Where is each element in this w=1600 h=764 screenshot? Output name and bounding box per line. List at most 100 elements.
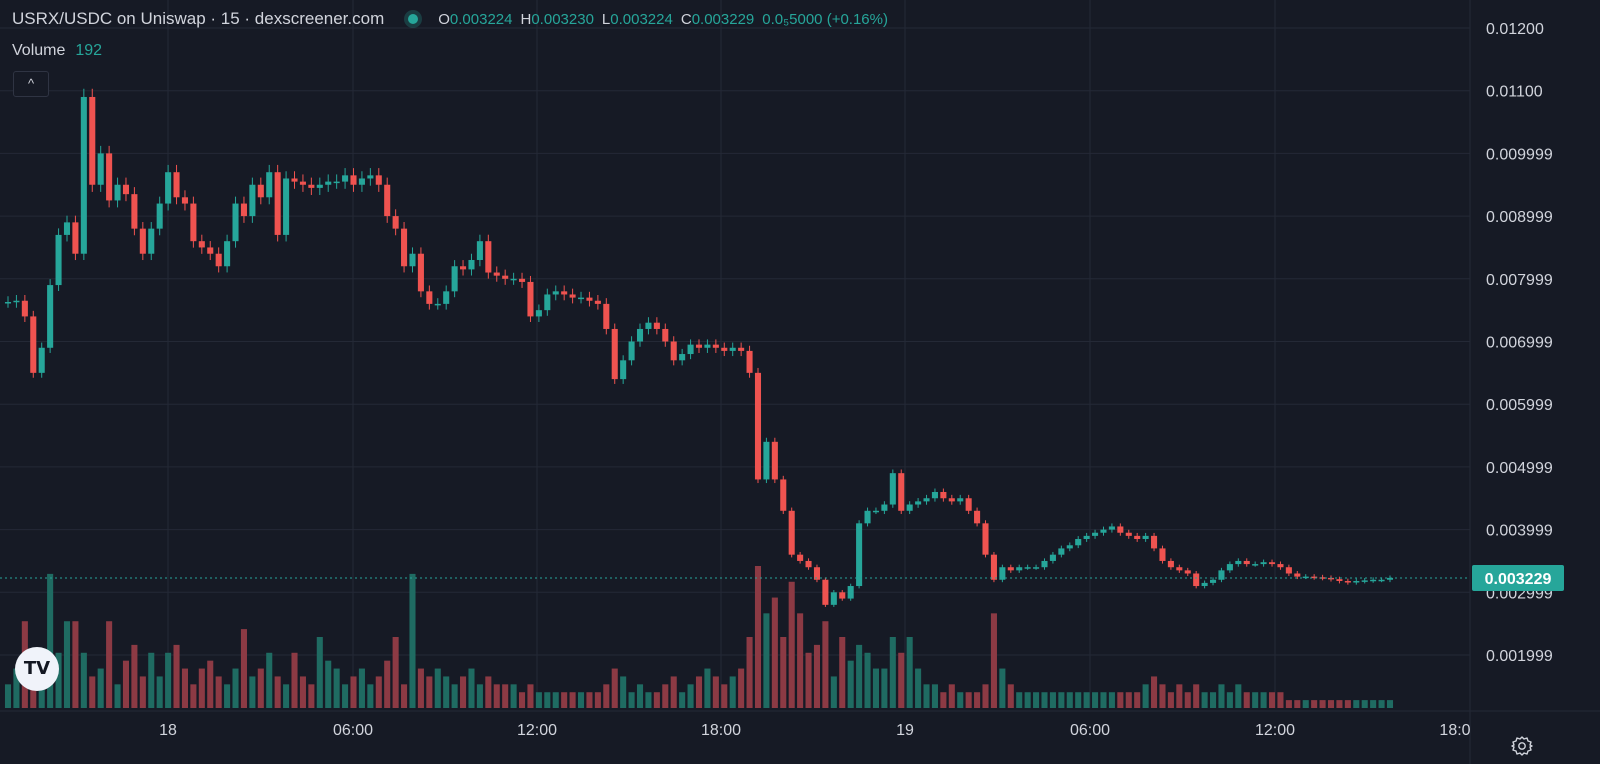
candle-body bbox=[679, 354, 686, 361]
volume-bar bbox=[266, 652, 273, 708]
tradingview-logo-icon[interactable]: TV bbox=[15, 647, 59, 691]
volume-bar bbox=[232, 668, 239, 708]
candle-body bbox=[1092, 532, 1099, 536]
candle-body bbox=[569, 294, 576, 298]
candle-body bbox=[771, 441, 778, 480]
volume-bar bbox=[1252, 692, 1259, 708]
y-tick-label: 0.005999 bbox=[1486, 397, 1553, 414]
volume-bar bbox=[325, 660, 332, 708]
candle-body bbox=[830, 592, 837, 605]
candle-body bbox=[443, 291, 450, 304]
volume-bar bbox=[139, 676, 146, 708]
volume-bar bbox=[1134, 692, 1141, 708]
volume-bar bbox=[1024, 692, 1031, 708]
volume-bar bbox=[957, 692, 964, 708]
volume-bar bbox=[1049, 692, 1056, 708]
volume-bar bbox=[974, 692, 981, 708]
volume-bar bbox=[190, 684, 197, 708]
volume-bar bbox=[510, 684, 517, 708]
volume-bar bbox=[173, 644, 180, 708]
candle-body bbox=[401, 228, 408, 267]
volume-bar bbox=[620, 676, 627, 708]
volume-bar bbox=[1327, 700, 1335, 708]
volume-bar bbox=[839, 637, 846, 708]
x-tick-label: 12:00 bbox=[1255, 722, 1295, 739]
candle-body bbox=[695, 344, 703, 348]
candle-body bbox=[594, 300, 601, 304]
candle-body bbox=[1184, 570, 1191, 574]
time-axis[interactable]: 18 06:00 12:00 18:00 19 06:00 12:00 18:0 bbox=[159, 722, 1471, 739]
volume-bar bbox=[1260, 692, 1267, 708]
volume-bar bbox=[552, 692, 559, 708]
volume-bar bbox=[257, 668, 264, 708]
volume-bar bbox=[1277, 692, 1284, 708]
volume-bar bbox=[1016, 692, 1023, 708]
candle-body bbox=[1353, 581, 1360, 583]
volume-bar bbox=[367, 684, 374, 708]
candle-body bbox=[1083, 535, 1090, 540]
candle-body bbox=[856, 523, 863, 587]
candle-body bbox=[1252, 564, 1259, 566]
candle-body bbox=[687, 344, 694, 355]
volume-bar bbox=[1285, 700, 1292, 708]
candle-body bbox=[746, 350, 753, 373]
volume-bar bbox=[426, 676, 433, 708]
candle-body bbox=[1058, 548, 1065, 555]
ohlc-low-value: 0.003224 bbox=[610, 10, 673, 28]
candle-body bbox=[299, 181, 306, 185]
candle-body bbox=[358, 178, 365, 185]
y-tick-label: 0.008999 bbox=[1486, 209, 1553, 226]
volume-bar bbox=[1193, 684, 1200, 708]
candle-body bbox=[342, 175, 349, 182]
candle-body bbox=[738, 347, 745, 351]
candle-body bbox=[1302, 576, 1309, 579]
volume-bar bbox=[485, 676, 492, 708]
candle-body bbox=[55, 234, 62, 286]
candle-body bbox=[249, 184, 256, 217]
volume-bar bbox=[561, 692, 568, 708]
candle-body bbox=[754, 372, 762, 480]
candle-body bbox=[190, 203, 197, 242]
candle-body bbox=[1033, 567, 1040, 569]
candle-body bbox=[519, 278, 526, 282]
volume-bar bbox=[788, 581, 795, 708]
volume-bar bbox=[1075, 692, 1082, 708]
candle-body bbox=[1201, 582, 1208, 587]
volume-bar bbox=[763, 613, 770, 708]
gear-icon[interactable] bbox=[1511, 735, 1533, 757]
candle-body bbox=[1370, 579, 1377, 582]
volume-bar bbox=[603, 684, 610, 708]
candle-body bbox=[915, 501, 922, 505]
candle-body bbox=[1125, 532, 1132, 536]
candle-body bbox=[797, 554, 804, 561]
volume-bar bbox=[122, 660, 130, 708]
volume-bar bbox=[1100, 692, 1107, 708]
volume-bar bbox=[434, 668, 441, 708]
ohlc-close-key: C bbox=[680, 10, 692, 28]
candle-body bbox=[1268, 562, 1276, 565]
volume-bar bbox=[990, 613, 997, 708]
volume-bar bbox=[915, 668, 922, 708]
volume-bar bbox=[249, 676, 256, 708]
volume-bar bbox=[569, 692, 576, 708]
volume-bar bbox=[1386, 700, 1394, 708]
candle-body bbox=[1294, 573, 1301, 577]
volume-bar bbox=[1370, 700, 1377, 708]
collapse-legend-button[interactable]: ^ bbox=[13, 71, 49, 97]
volume-bar bbox=[738, 668, 745, 708]
volume-bar bbox=[594, 692, 601, 708]
volume-bar bbox=[1041, 692, 1048, 708]
ohlc-close-value: 0.003229 bbox=[691, 10, 755, 28]
candle-body bbox=[232, 203, 239, 242]
volume-bar bbox=[948, 684, 955, 708]
ohlc-low-key: L bbox=[601, 10, 611, 28]
x-tick-label: 12:00 bbox=[517, 722, 557, 739]
candle-body bbox=[156, 203, 163, 229]
price-axis[interactable]: 0.01200 0.01100 0.009999 0.008999 0.007999 0.… bbox=[1472, 21, 1564, 665]
volume-bar bbox=[468, 668, 475, 708]
volume-bar bbox=[89, 676, 96, 708]
volume-bar bbox=[1167, 692, 1174, 708]
volume-bar bbox=[830, 676, 837, 708]
candle-body bbox=[1210, 579, 1217, 583]
